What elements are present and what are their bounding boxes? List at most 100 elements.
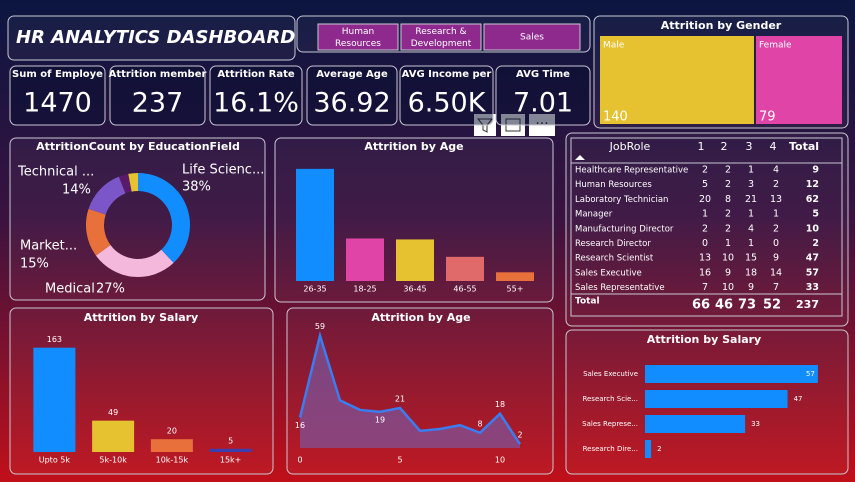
x-tick-label: 0 — [297, 456, 302, 465]
table-cell: 9 — [748, 282, 754, 293]
donut-slice — [118, 173, 132, 194]
table-header: Total — [789, 140, 819, 153]
panel — [495, 65, 591, 126]
chart-title: Attrition by Age — [371, 311, 470, 324]
x-tick-label: 5k-10k — [99, 456, 127, 465]
kpi-label: AVG Time — [516, 69, 570, 80]
kpi-value: 237 — [132, 88, 184, 119]
table-cell: 0 — [702, 238, 708, 249]
table-cell: 2 — [702, 165, 708, 176]
table-cell: 12 — [806, 179, 819, 190]
row-label: Laboratory Technician — [575, 195, 668, 205]
x-tick-label: 5 — [397, 456, 402, 465]
table-cell: 2 — [773, 223, 779, 234]
table-frame — [570, 137, 843, 317]
table-header: 1 — [698, 140, 705, 153]
data-label: 8 — [477, 419, 482, 428]
tile-value: 79 — [759, 110, 776, 125]
bar — [496, 272, 534, 281]
row-label: Sales Executive — [575, 268, 642, 278]
slicer-label: Sales — [520, 33, 544, 43]
slice-value: 38% — [182, 180, 211, 195]
kpi-value: 36.92 — [313, 88, 390, 119]
table-cell: 2 — [725, 223, 731, 234]
y-tick-label: Sales Represe... — [582, 420, 638, 428]
data-label: 21 — [395, 395, 405, 404]
total-cell: 66 — [692, 298, 710, 313]
table-cell: 1 — [748, 209, 754, 220]
panel — [9, 137, 266, 301]
kpi-label: Attrition member — [109, 69, 207, 80]
table-cell: 1 — [773, 209, 779, 220]
data-label: 47 — [794, 395, 803, 403]
table-header: 3 — [746, 140, 753, 153]
panel — [9, 65, 106, 126]
total-cell: 237 — [796, 298, 819, 311]
table-cell: 5 — [812, 209, 819, 220]
data-label: 19 — [375, 415, 385, 424]
panel — [7, 15, 296, 61]
table-cell: 33 — [806, 282, 819, 293]
bar — [645, 440, 652, 458]
chart-title: Attrition by Age — [364, 140, 463, 153]
donut-slice — [128, 173, 138, 192]
table-cell: 57 — [806, 267, 819, 278]
tile-label: Male — [603, 41, 625, 51]
row-label: Manufacturing Director — [575, 224, 674, 234]
line — [298, 331, 522, 445]
slicer-label: Human Resources — [335, 27, 381, 49]
kpi-label: Average Age — [316, 69, 388, 80]
tile-value: 140 — [603, 110, 628, 125]
x-tick-label: 18-25 — [353, 285, 376, 294]
data-label: 59 — [315, 322, 325, 331]
kpi-label: Attrition Rate — [217, 69, 295, 80]
table-cell: 0 — [773, 238, 779, 249]
table-cell: 9 — [725, 267, 731, 278]
table-cell: 14 — [770, 267, 782, 278]
table-cell: 1 — [748, 238, 754, 249]
data-label: 18 — [495, 400, 505, 409]
donut-slice — [88, 176, 126, 215]
table-cell: 10 — [722, 282, 734, 293]
table-cell: 3 — [748, 179, 754, 190]
table-cell: 2 — [725, 179, 731, 190]
table-cell: 1 — [748, 165, 754, 176]
table-header: 2 — [721, 140, 728, 153]
bar — [209, 448, 252, 452]
data-label: 2 — [657, 445, 661, 453]
x-tick-label: 15k+ — [220, 456, 242, 465]
slicer-button[interactable] — [400, 23, 482, 51]
treemap-tile — [600, 36, 754, 124]
table-cell: 13 — [770, 194, 782, 205]
table-cell: 10 — [722, 253, 734, 264]
kpi-label: AVG Income per — [402, 69, 492, 80]
table-cell: 5 — [702, 179, 708, 190]
data-label: 163 — [47, 335, 62, 344]
total-cell: 46 — [715, 298, 733, 313]
bar — [645, 365, 818, 383]
slicer-button[interactable] — [317, 23, 399, 51]
chart-title: Attrition by Gender — [661, 19, 782, 32]
kpi-label: Sum of Employe — [12, 69, 103, 80]
table-cell: 13 — [699, 253, 711, 264]
x-tick-label: 10k-15k — [156, 456, 189, 465]
treemap-tile — [755, 36, 842, 124]
data-label: 2 — [517, 431, 522, 440]
bar — [396, 239, 434, 281]
table-cell: 18 — [745, 267, 757, 278]
kpi-value: 7.01 — [513, 88, 573, 119]
slicer-button[interactable] — [483, 23, 581, 51]
donut-slice — [95, 244, 174, 277]
x-tick-label: Upto 5k — [39, 456, 71, 465]
row-label: Human Resources — [575, 180, 652, 190]
table-header: 4 — [770, 140, 777, 153]
kpi-value: 16.1% — [213, 88, 299, 119]
data-label: 20 — [167, 427, 177, 436]
chart-title: Attrition by Salary — [647, 333, 761, 346]
data-label: 49 — [108, 408, 118, 417]
tile-label: Female — [759, 41, 792, 51]
table-cell: 7 — [702, 282, 708, 293]
table-header: JobRole — [609, 140, 651, 153]
data-label: 57 — [806, 370, 815, 378]
